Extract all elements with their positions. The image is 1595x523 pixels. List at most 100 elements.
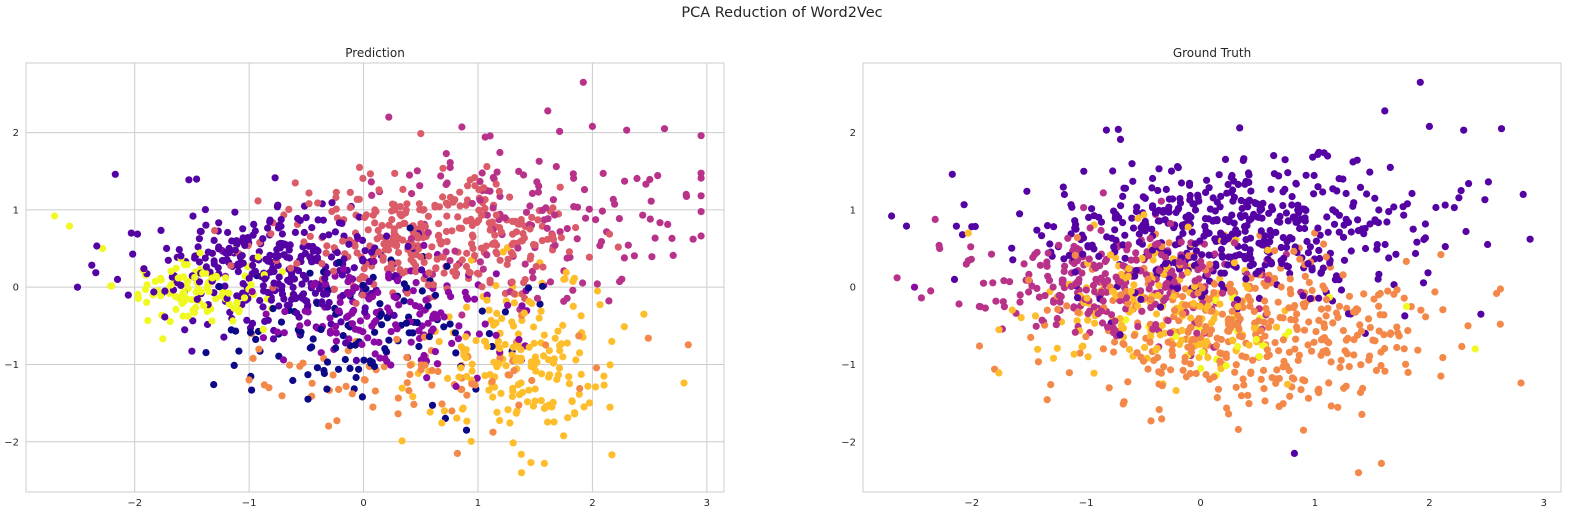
scatter-point [1460,126,1468,134]
scatter-point [668,234,676,242]
scatter-point [479,265,487,273]
scatter-point [1070,350,1078,358]
scatter-point [415,327,423,335]
scatter-point [579,279,587,287]
scatter-point [1116,135,1125,143]
scatter-point [193,295,201,303]
scatter-point [358,340,366,349]
scatter-point [1075,278,1083,287]
scatter-point [1424,269,1432,277]
scatter-point [1124,241,1132,249]
scatter-point [651,234,659,242]
scatter-point [528,299,536,307]
scatter-point [1119,262,1127,270]
scatter-point [596,242,604,250]
scatter-point [371,350,379,358]
scatter-point [1326,259,1334,267]
scatter-point [373,235,381,243]
scatter-point [1125,345,1134,354]
scatter-point [1172,387,1180,395]
scatter-point [1122,294,1131,302]
scatter-point [576,384,584,393]
scatter-point [1334,313,1342,321]
scatter-point [608,451,616,459]
scatter-point [188,347,196,355]
scatter-point [1217,192,1225,200]
scatter-point [1181,285,1189,293]
scatter-point [1158,382,1166,390]
scatter-point [1138,254,1146,262]
scatter-point [293,309,301,317]
scatter-point [369,403,377,411]
scatter-point [1212,341,1221,349]
scatter-point [1293,323,1301,331]
scatter-point [437,172,445,180]
scatter-point [1270,247,1279,255]
y-tick-label: 2 [850,128,856,139]
scatter-point [273,328,282,336]
scatter-point [1259,366,1268,374]
scatter-point [414,234,422,242]
scatter-point [1333,187,1341,195]
scatter-point [542,402,550,411]
scatter-point [1192,247,1200,255]
scatter-point [346,203,354,212]
scatter-point [1245,341,1253,349]
scatter-point [259,334,267,342]
scatter-point [406,224,414,232]
scatter-point [1041,292,1049,300]
scatter-point [481,204,489,212]
scatter-point [585,205,593,213]
scatter-point [512,356,520,364]
scatter-point [302,214,310,222]
scatter-point [1200,232,1208,240]
scatter-point [191,273,199,281]
scatter-point [385,336,393,344]
scatter-point [1240,222,1249,231]
scatter-point [352,356,360,364]
scatter-point [342,339,350,347]
scatter-point [429,281,437,289]
x-tick-label: 0 [1197,498,1203,509]
scatter-point [496,344,504,353]
scatter-point [1141,343,1149,351]
scatter-point [424,281,432,289]
scatter-point [1025,270,1033,278]
scatter-point [549,231,557,239]
scatter-point [370,257,378,266]
scatter-point [1148,246,1157,254]
y-tick-label: 0 [850,283,856,294]
scatter-point [434,367,442,376]
scatter-point [1138,307,1146,315]
scatter-point [1160,363,1168,371]
scatter-point [1085,213,1093,221]
scatter-point [1008,306,1016,314]
scatter-point [248,386,256,394]
scatter-point [1288,201,1296,209]
scatter-point [239,280,247,288]
scatter-point [1006,278,1014,286]
scatter-point [1334,403,1342,411]
scatter-point [202,263,210,271]
scatter-point [422,296,430,304]
scatter-point [1194,317,1202,325]
scatter-point [549,359,558,367]
scatter-point [1020,260,1028,268]
scatter-point [1206,375,1214,383]
scatter-point [1324,304,1332,312]
scatter-point [375,248,383,256]
scatter-point [1157,197,1165,205]
scatter-point [503,260,511,268]
x-tick-label: 3 [704,498,710,509]
scatter-point [560,275,568,283]
scatter-point [1261,397,1269,405]
scatter-point [390,311,398,319]
scatter-point [167,281,175,289]
scatter-point [335,307,343,315]
scatter-point [1250,307,1258,315]
scatter-point [534,188,543,196]
scatter-point [1284,263,1292,271]
scatter-point [1393,286,1401,294]
scatter-point [240,294,249,302]
scatter-point [99,244,107,253]
